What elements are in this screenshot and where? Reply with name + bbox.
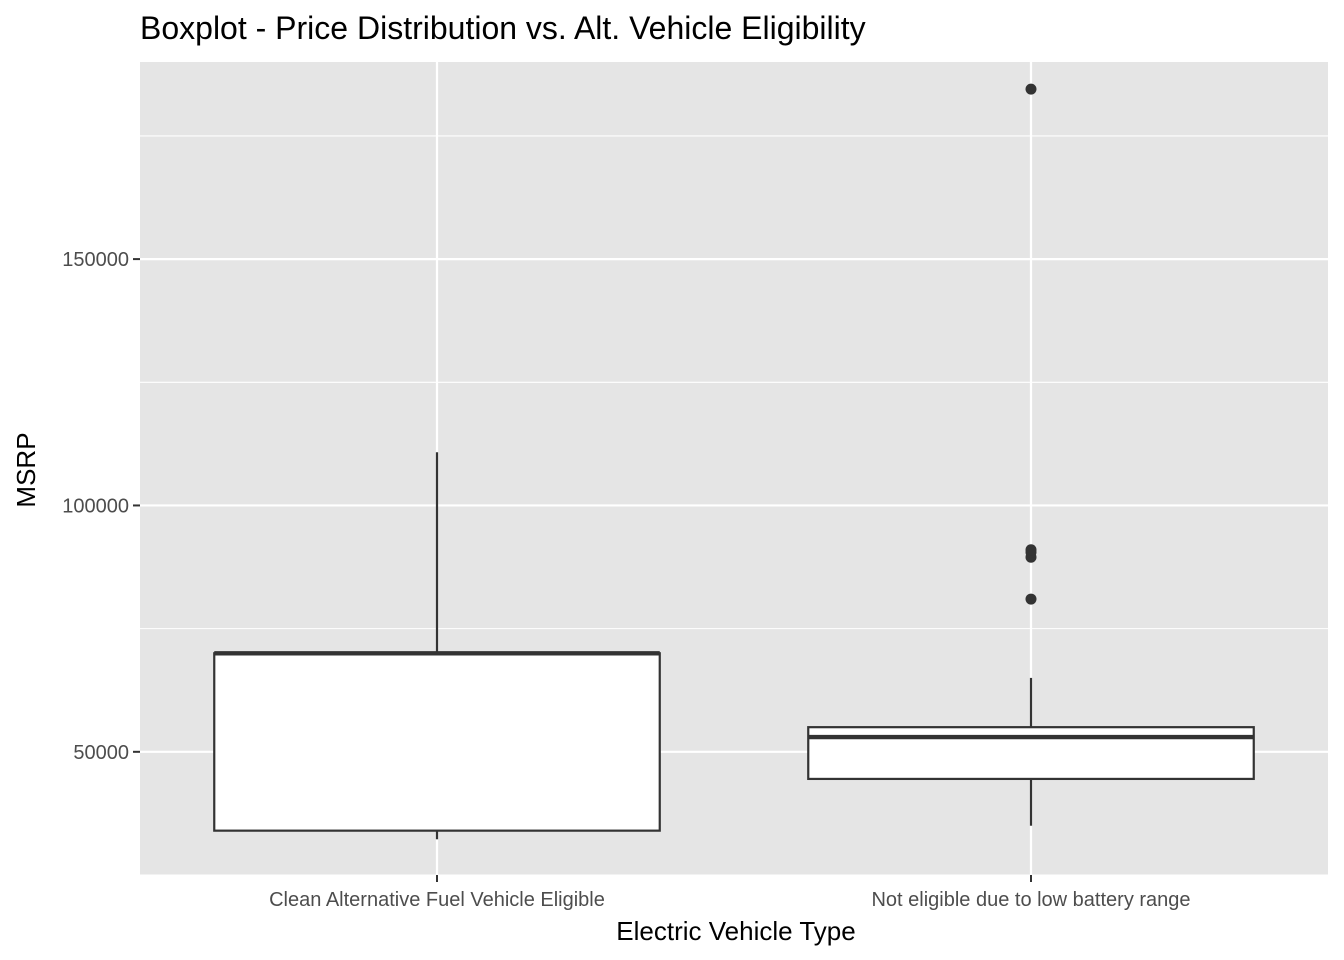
chart-title: Boxplot - Price Distribution vs. Alt. Ve…	[140, 10, 866, 46]
y-tick-label: 50000	[73, 742, 129, 764]
outlier-point	[1025, 83, 1037, 95]
x-axis: Clean Alternative Fuel Vehicle Eligible N…	[269, 875, 1191, 911]
outlier-point	[1025, 544, 1037, 556]
y-axis-title: MSRP	[11, 432, 41, 507]
x-tick-label: Clean Alternative Fuel Vehicle Eligible	[269, 889, 605, 911]
boxes-layer	[213, 83, 1255, 840]
x-tick-label: Not eligible due to low battery range	[871, 889, 1190, 911]
y-tick-label: 100000	[62, 495, 129, 517]
y-axis: 50000 100000 150000	[62, 249, 140, 764]
grid-lines	[140, 62, 1328, 876]
box-group	[807, 83, 1255, 826]
box-group	[213, 452, 661, 840]
x-axis-title: Electric Vehicle Type	[616, 916, 855, 946]
box	[213, 652, 661, 832]
y-tick-label: 150000	[62, 249, 129, 271]
outlier-point	[1025, 593, 1037, 605]
